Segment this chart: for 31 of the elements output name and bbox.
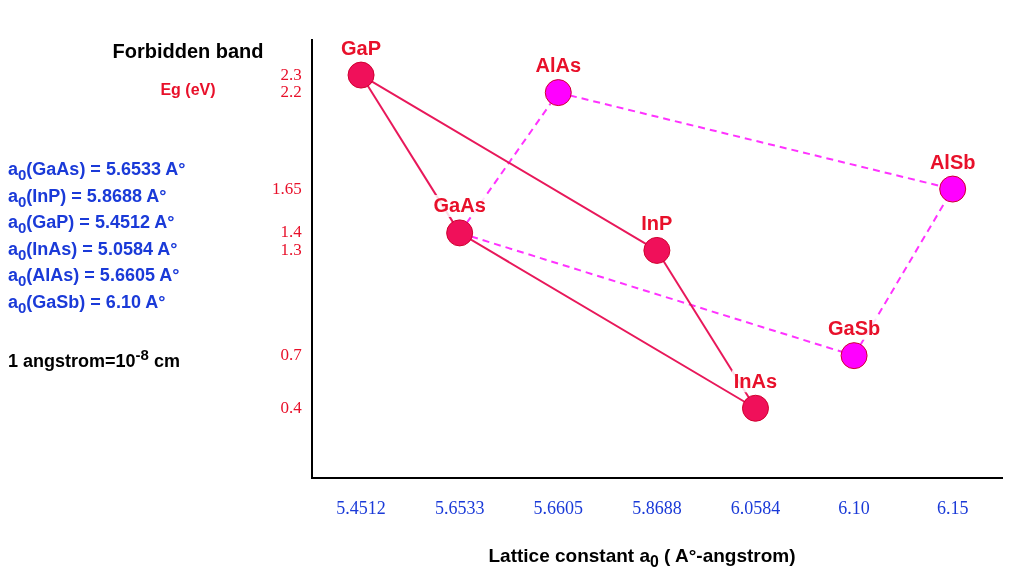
annotation: AlSb [929, 150, 976, 173]
x-tick-label: 6.15 [936, 497, 969, 518]
text: a$_{0}$(AlAs) = 5.6605 A° [8, 265, 181, 289]
annotation: GaSb [827, 317, 881, 340]
annotation: GaAs [433, 194, 486, 217]
annotation: GaP [341, 36, 382, 59]
annotation: AlAs [535, 54, 582, 77]
x-tick-label: 5.6605 [533, 497, 584, 518]
annotation: InP [641, 211, 673, 234]
x-axis-title: Lattice constant a$_{0}$ ( A°-angstrom) [487, 545, 797, 571]
annotation: InAs [733, 369, 778, 392]
x-tick-label: 6.10 [838, 497, 870, 518]
text: a$_{0}$(GaSb) = 6.10 A° [8, 291, 167, 316]
y-tick-label: 2.3 [280, 64, 302, 84]
y-tick-label: 2.2 [280, 82, 302, 102]
text: a$_{0}$(InAs) = 5.0584 A° [8, 238, 179, 263]
x-tick-label: 5.8688 [632, 497, 682, 518]
y-tick-label: 1.4 [280, 222, 303, 242]
y-tick-label: 1.65 [272, 178, 302, 198]
y-tick-label: 0.4 [280, 397, 303, 417]
y-axis-title: Forbidden band [111, 40, 265, 63]
text: a$_{0}$(GaAs) = 5.6533 A° [8, 159, 187, 183]
text: 1 angstrom=10$^{-8}$ cm [8, 345, 181, 372]
text: a$_{0}$(InP) = 5.8688 A° [8, 185, 168, 210]
x-tick-label: 5.4512 [336, 497, 386, 518]
y-tick-label: 1.3 [280, 239, 302, 259]
x-tick-label: 5.6533 [434, 497, 485, 518]
y-tick-label: 0.7 [280, 345, 303, 365]
x-tick-label: 6.0584 [730, 497, 781, 518]
text: Eg (eV) [159, 81, 217, 99]
text: a$_{0}$(GaP) = 5.4512 A° [8, 212, 176, 236]
